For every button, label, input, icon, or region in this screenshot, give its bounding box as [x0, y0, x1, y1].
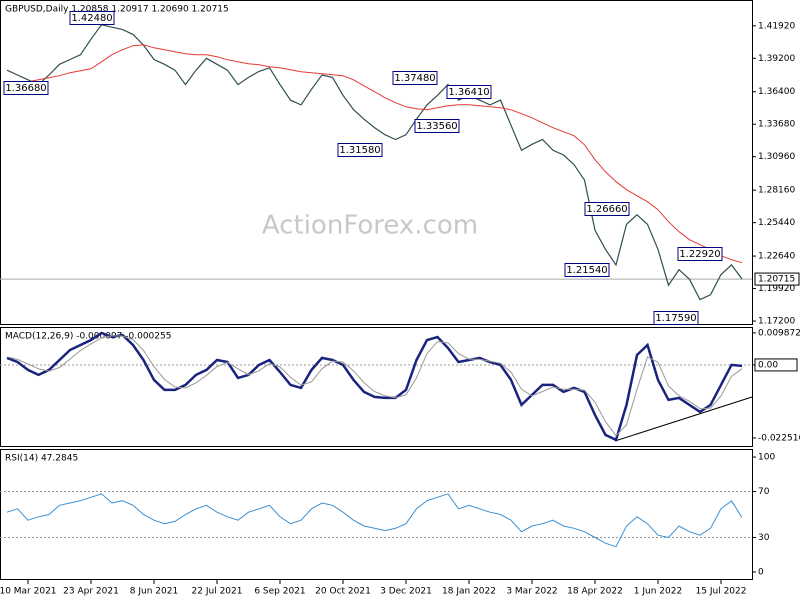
y-tick-label: 0.009872: [758, 328, 800, 338]
current-price-box: [754, 272, 800, 286]
annotation: 1.26660: [586, 204, 627, 215]
annotation-box: [337, 143, 383, 157]
x-tick-label: 22 Jul 2021: [192, 587, 243, 597]
price-panel: [0, 0, 753, 325]
x-tick-label: 6 Sep 2021: [254, 587, 305, 597]
rsi-panel: [0, 449, 753, 580]
annotation-box: [584, 202, 630, 216]
series-line: [6, 335, 743, 437]
y-tick-label: -0.022516: [758, 433, 800, 443]
series-line: [6, 493, 743, 548]
y-tick-label: 70: [758, 487, 770, 497]
annotation: 1.37480: [394, 73, 435, 84]
annotation: 1.36680: [5, 83, 46, 94]
annotation: 1.17590: [655, 313, 696, 324]
x-tick-label: 10 Mar 2021: [0, 587, 57, 597]
annotation: 1.33560: [416, 121, 457, 132]
y-tick-label: 1.25440: [758, 218, 795, 228]
x-tick-label: 18 Apr 2022: [567, 587, 623, 597]
annotation-box: [3, 81, 49, 95]
trend-line: [614, 396, 753, 442]
x-tick-label: 3 Dec 2021: [380, 587, 432, 597]
annotation-box: [392, 71, 438, 85]
annotation: 1.22920: [679, 249, 720, 260]
y-tick-label: 1.33680: [758, 120, 795, 130]
y-tick-label: 0.00: [758, 360, 778, 370]
annotation-box: [677, 247, 723, 261]
annotation: 1.42480: [71, 13, 112, 24]
y-tick-label: 0: [758, 567, 764, 577]
current-price-label: 1.20715: [758, 275, 795, 285]
annotation-box: [414, 119, 460, 133]
annotation-box: [653, 311, 699, 325]
price-title: GBPUSD,Daily 1.20858 1.20917 1.20690 1.2…: [5, 5, 229, 15]
watermark: ActionForex.com: [262, 211, 478, 241]
x-tick-label: 8 Jun 2021: [130, 587, 178, 597]
y-tick-label: 1.22640: [758, 252, 795, 262]
y-tick-label: 100: [758, 453, 775, 463]
rsi-title: RSI(14) 47.2845: [5, 454, 78, 464]
macd-title: MACD(12,26,9) -0.000097 -0.000255: [5, 332, 171, 342]
macd-panel: [0, 327, 753, 447]
x-tick-label: 15 Jul 2022: [696, 587, 747, 597]
series-line: [6, 44, 743, 264]
x-tick-label: 1 Jun 2022: [634, 587, 682, 597]
y-tick-label: 1.36400: [758, 87, 795, 97]
series-line: [6, 331, 743, 442]
series-line: [6, 24, 743, 301]
annotation: 1.36410: [448, 87, 489, 98]
y-tick-label: 1.19920: [758, 284, 795, 294]
y-tick-label: 30: [758, 533, 770, 543]
x-tick-label: 18 Jan 2022: [442, 587, 496, 597]
annotation: 1.21540: [566, 265, 607, 276]
x-tick-label: 23 Apr 2021: [63, 587, 119, 597]
y-tick-label: 1.39200: [758, 54, 795, 64]
y-tick-label: 1.17200: [758, 317, 795, 327]
annotation-box: [69, 11, 115, 25]
annotation-box: [564, 263, 610, 277]
annotation-box: [446, 85, 492, 99]
y-tick-label: 1.30960: [758, 152, 795, 162]
y-tick-label: 1.41920: [758, 21, 795, 31]
x-tick-label: 20 Oct 2021: [315, 587, 371, 597]
tick-box: [754, 358, 798, 372]
annotation: 1.31580: [339, 145, 380, 156]
x-tick-label: 3 Mar 2022: [506, 587, 557, 597]
y-tick-label: 1.28160: [758, 186, 795, 196]
